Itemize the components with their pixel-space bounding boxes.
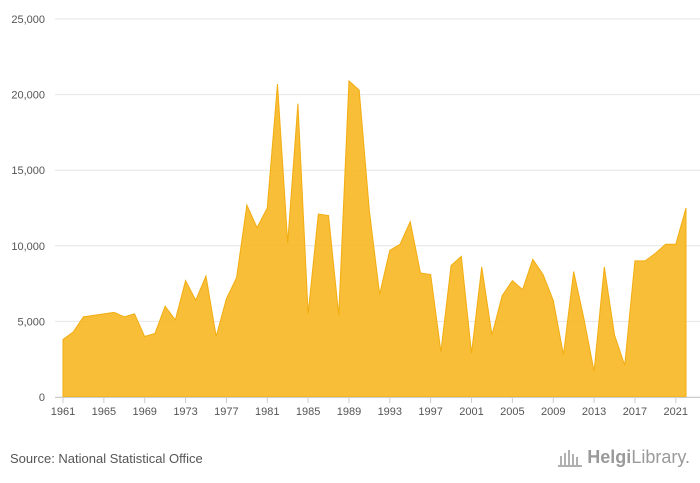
x-axis: 1961 1965 1969 1973 1977 1981 1985 1989 1993 1997…	[51, 397, 700, 418]
y-tick-label: 10,000	[11, 241, 45, 253]
y-tick-label: 25,000	[11, 14, 45, 26]
y-tick-label: 0	[39, 392, 45, 404]
x-tick-label: 1969	[132, 406, 156, 418]
x-tick-label: 1961	[51, 406, 75, 418]
x-tick-label: 1989	[337, 406, 361, 418]
x-tick-label: 2021	[664, 406, 688, 418]
x-tick-label: 2013	[582, 406, 606, 418]
x-tick-label: 1997	[418, 406, 442, 418]
x-tick-label: 2017	[623, 406, 647, 418]
area-series	[62, 79, 687, 398]
logo-text-bold: Helgi	[587, 447, 632, 467]
library-building-icon	[558, 449, 583, 467]
x-tick-label: 1973	[173, 406, 197, 418]
y-tick-label: 15,000	[11, 165, 45, 177]
x-tick-label: 1993	[378, 406, 402, 418]
x-tick-label: 1965	[92, 406, 116, 418]
x-tick-label: 1985	[296, 406, 320, 418]
x-tick-label: 1981	[255, 406, 279, 418]
y-axis: 0 5,000 10,000 15,000 20,000 25,000	[11, 14, 45, 404]
x-tick-label: 1977	[214, 406, 238, 418]
helgi-library-logo[interactable]: Helgi Library.	[557, 447, 690, 468]
plot-area	[62, 79, 687, 398]
source-note: Source: National Statistical Office	[10, 451, 203, 466]
x-tick-label: 2009	[541, 406, 565, 418]
logo-text-light: Library.	[631, 447, 690, 467]
x-tick-label: 2005	[500, 406, 524, 418]
x-tick-label: 2001	[459, 406, 483, 418]
y-tick-label: 5,000	[17, 316, 45, 328]
y-tick-label: 20,000	[11, 90, 45, 102]
